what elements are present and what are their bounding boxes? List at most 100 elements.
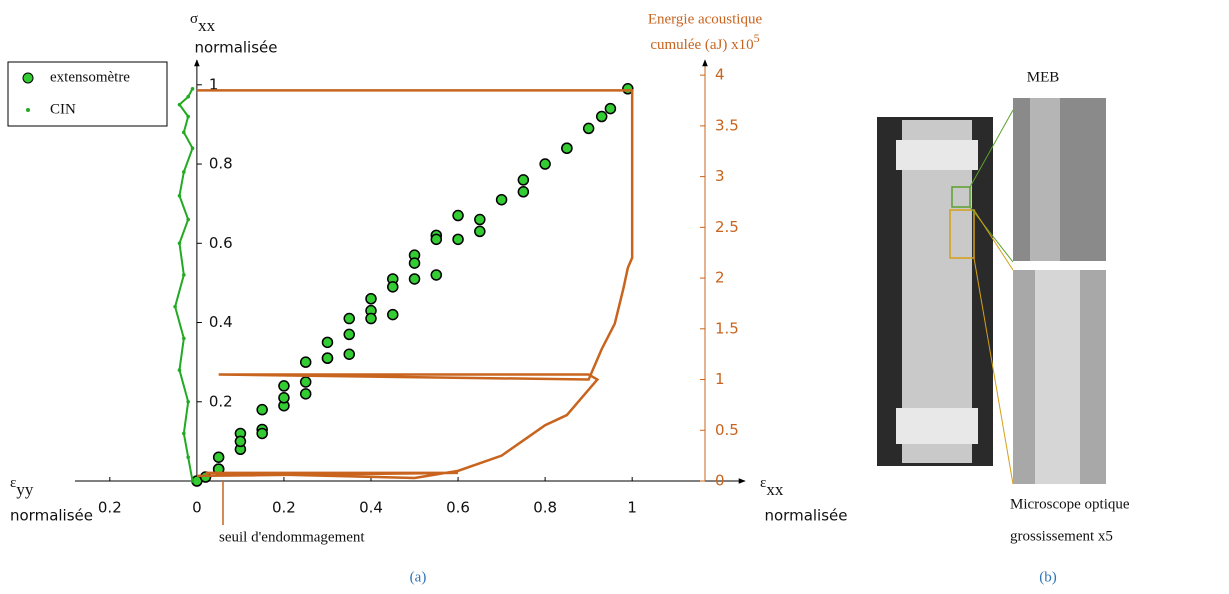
data-point [561,142,573,154]
y2-label: Energie acoustique [648,11,763,27]
data-point [234,435,247,448]
data-point [278,392,290,404]
y-label-symbol: σ [190,11,198,27]
data-point [177,102,182,107]
x-label-left: εyy [10,475,34,498]
connector [969,109,1014,188]
series-line [196,89,634,480]
y-tick-label: 1 [209,75,219,93]
series-line [174,88,194,482]
connector [969,206,1014,263]
y-tick-label: 0.4 [209,313,233,331]
data-point [430,233,443,246]
data-point [186,94,190,99]
data-point [186,114,190,119]
x-tick-label: 0.6 [446,499,470,517]
data-point [430,269,443,281]
data-point [182,431,186,436]
data-point [343,328,355,341]
data-point [321,352,334,364]
x-tick-label: 0 [192,499,202,517]
data-point [582,122,595,135]
optical-fibers [1035,270,1080,484]
data-point [182,273,186,277]
data-point [343,312,355,325]
data-point [408,257,421,269]
data-point [190,86,195,91]
data-point [186,217,190,222]
y2-tick-label: 0.5 [715,421,739,439]
data-point [474,225,486,238]
data-point [365,293,377,305]
data-point [177,193,182,198]
data-point [474,213,486,226]
x-label-left-line2: normalisée [10,507,93,525]
data-point [595,110,608,123]
photo-label: Microscope optique [1010,496,1130,512]
y-label-subscript: xx [198,16,216,35]
data-point [299,356,312,368]
data-point [182,130,186,135]
x-label-line2: normalisée [765,507,848,525]
y2-tick-label: 1.5 [715,319,739,337]
data-point [452,209,464,222]
x-tick-label: 0.8 [533,499,557,517]
data-point [186,399,190,404]
x-label-subscript: xx [766,480,784,499]
photos [877,98,1106,485]
zoom-box [949,209,975,259]
y-tick-label: 0.8 [209,155,233,173]
x-tick-label: 0.2 [272,499,296,517]
data-point [190,146,195,150]
legend-marker [26,108,30,112]
y-label-line2: normalisée [195,39,278,57]
data-point [495,193,508,206]
data-point [190,479,195,483]
data-point [212,451,225,463]
zoom-box [951,186,971,208]
tab [896,408,978,444]
data-point [278,380,290,392]
x-tick-label: 0.4 [359,499,383,517]
data-point [299,376,312,388]
x-tick-label: 1 [627,499,637,517]
x-label-symbol: ε [760,475,766,491]
data-point [177,368,182,372]
y2-label-sup: 5 [754,31,760,45]
x-label-left-subscript: yy [16,480,34,499]
data-point [173,304,177,309]
legend-marker [22,72,34,84]
panel-label: (b) [1039,569,1057,585]
y-tick-label: 0.6 [209,234,233,252]
sem-fibers [1030,98,1060,261]
y-label: σxx [190,11,216,34]
x-tick-label: 0.2 [98,499,122,517]
data-point [299,388,312,400]
data-point [182,170,186,174]
data-point [182,336,186,341]
data-point [452,233,464,246]
data-point [387,308,399,321]
y2-tick-label: 2 [715,269,725,287]
panel-label: (a) [410,569,427,585]
data-point [604,102,617,115]
legend-label: extensomètre [50,69,130,85]
data-point [517,186,530,198]
y-tick-label: 0.2 [209,392,233,410]
data-point [365,312,377,325]
legend-box [7,61,168,127]
x-label-left-symbol: ε [10,475,16,491]
y2-label-text: cumulée (aJ) x10 [650,37,753,53]
specimen [902,120,972,463]
photo-label: MEB [1027,69,1060,85]
legend-label: CIN [50,101,76,117]
data-point [387,281,399,293]
data-point [256,403,268,416]
data-point [408,273,421,285]
data-point [321,336,334,349]
data-point [186,455,190,460]
connector [973,209,1014,271]
data-point [177,241,182,246]
